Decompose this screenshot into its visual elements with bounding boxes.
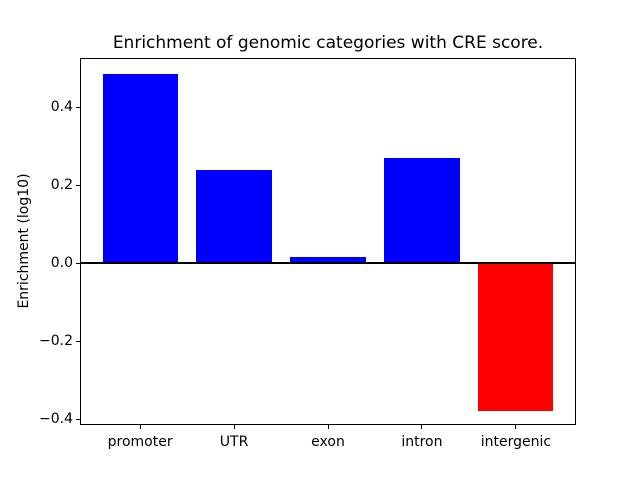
bar-UTR xyxy=(196,169,272,264)
x-tick-label-promoter: promoter xyxy=(107,434,173,450)
y-tick-label: −0.2 xyxy=(39,333,73,350)
x-tick-mark xyxy=(421,425,423,429)
bar-exon xyxy=(290,257,366,264)
x-tick-mark xyxy=(139,425,141,429)
y-axis-label: Enrichment (log10) xyxy=(16,173,32,309)
x-tick-label-intron: intron xyxy=(401,434,443,450)
y-tick-label: 0.2 xyxy=(50,177,73,194)
y-tick-label: 0.4 xyxy=(50,99,73,116)
x-tick-label-intergenic: intergenic xyxy=(480,434,552,450)
zero-line xyxy=(80,262,576,265)
y-tick-label: 0.0 xyxy=(50,255,73,272)
y-tick-mark xyxy=(76,184,80,186)
bar-intron xyxy=(384,158,460,264)
x-tick-mark xyxy=(327,425,329,429)
x-tick-mark xyxy=(233,425,235,429)
y-tick-mark xyxy=(76,340,80,342)
y-tick-mark xyxy=(76,262,80,264)
x-tick-label-UTR: UTR xyxy=(219,434,249,450)
chart-title: Enrichment of genomic categories with CR… xyxy=(112,33,544,53)
bar-intergenic xyxy=(478,263,554,411)
y-tick-label: −0.4 xyxy=(39,411,73,428)
y-tick-mark xyxy=(76,418,80,420)
x-tick-mark xyxy=(515,425,517,429)
y-tick-mark xyxy=(76,106,80,108)
x-tick-label-exon: exon xyxy=(311,434,345,450)
bar-promoter xyxy=(102,73,178,264)
